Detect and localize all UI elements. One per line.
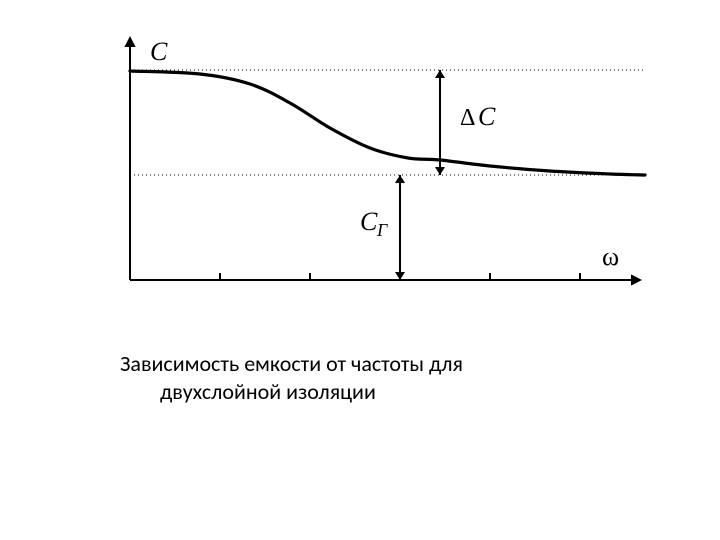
cg-arrow-head-up-icon [395,175,405,183]
delta-c-delta-label: Δ [460,105,475,131]
caption-line-1: Зависимость емкости от частоты для [120,350,600,378]
chart-container: CΔCCГω [90,30,650,320]
capacitance-vs-frequency-chart: CΔCCГω [90,30,650,320]
delta-c-arrow-head-down-icon [435,167,445,175]
delta-c-c-label: C [478,102,496,131]
y-axis-label: C [150,37,168,66]
omega-label: ω [602,242,619,271]
y-axis-arrow-icon [124,36,135,47]
caption-line-2: двухслойной изоляции [120,378,600,406]
cg-subscript-label: Г [376,220,388,240]
delta-c-arrow-head-up-icon [435,70,445,78]
cg-c-label: C [360,207,378,236]
page: CΔCCГω Зависимость емкости от частоты дл… [0,0,720,540]
cg-arrow-head-down-icon [395,272,405,280]
capacitance-curve [130,71,645,175]
x-axis-arrow-icon [631,274,642,285]
figure-caption: Зависимость емкости от частоты для двухс… [120,350,600,405]
